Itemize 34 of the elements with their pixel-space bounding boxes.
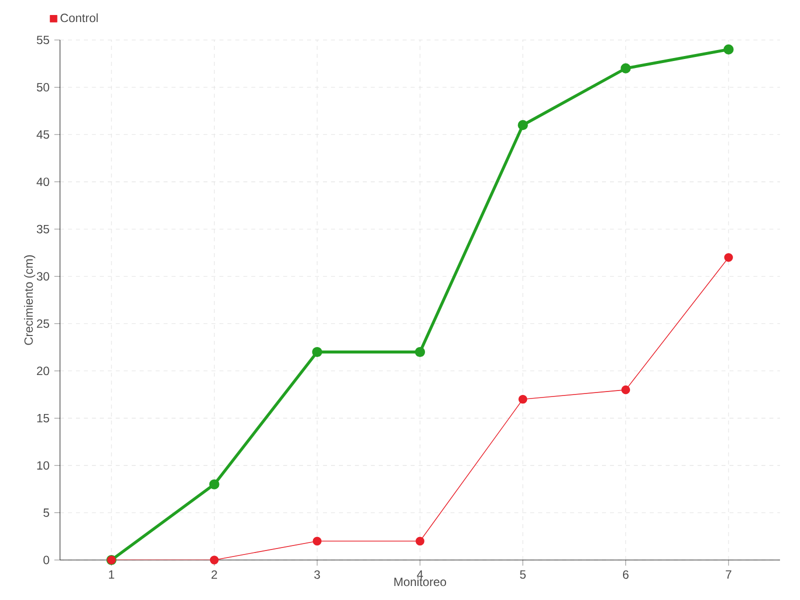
y-tick-label: 55 xyxy=(36,36,50,44)
x-axis-title: Monitoreo xyxy=(394,577,446,586)
y-tick-label: 25 xyxy=(36,319,50,328)
x-tick-label: 1 xyxy=(109,570,114,579)
point xyxy=(312,346,322,358)
y-tick-label: 35 xyxy=(36,224,50,234)
y-tick-label: 45 xyxy=(36,130,50,139)
y-tick-label: 30 xyxy=(36,272,50,281)
point xyxy=(210,556,219,564)
point xyxy=(518,394,528,404)
x-tick-label: 4 xyxy=(416,570,423,579)
point xyxy=(209,479,220,490)
point xyxy=(620,63,631,74)
x-tick-label: 5 xyxy=(520,570,526,579)
y-tick-label: 40 xyxy=(36,178,50,186)
point xyxy=(518,120,528,130)
x-tick-label: 3 xyxy=(314,570,320,579)
point xyxy=(724,44,734,54)
point xyxy=(312,536,322,546)
y-axis-title: Crecimiento (cm) xyxy=(24,255,36,345)
point xyxy=(416,536,424,546)
x-tick-label: 7 xyxy=(726,570,732,579)
y-tick-label: 10 xyxy=(37,461,50,470)
legend-label: Control xyxy=(60,13,98,22)
x-tick-label: 2 xyxy=(212,570,218,579)
x-tick-label: 6 xyxy=(622,570,629,579)
y-tick-label: 5 xyxy=(43,508,50,517)
point xyxy=(724,253,733,262)
y-tick-label: 0 xyxy=(43,556,50,564)
point xyxy=(621,385,630,394)
y-tick-label: 15 xyxy=(37,414,50,422)
point xyxy=(414,346,426,358)
y-tick-label: 50 xyxy=(36,83,50,92)
y-tick-label: 20 xyxy=(36,366,50,376)
